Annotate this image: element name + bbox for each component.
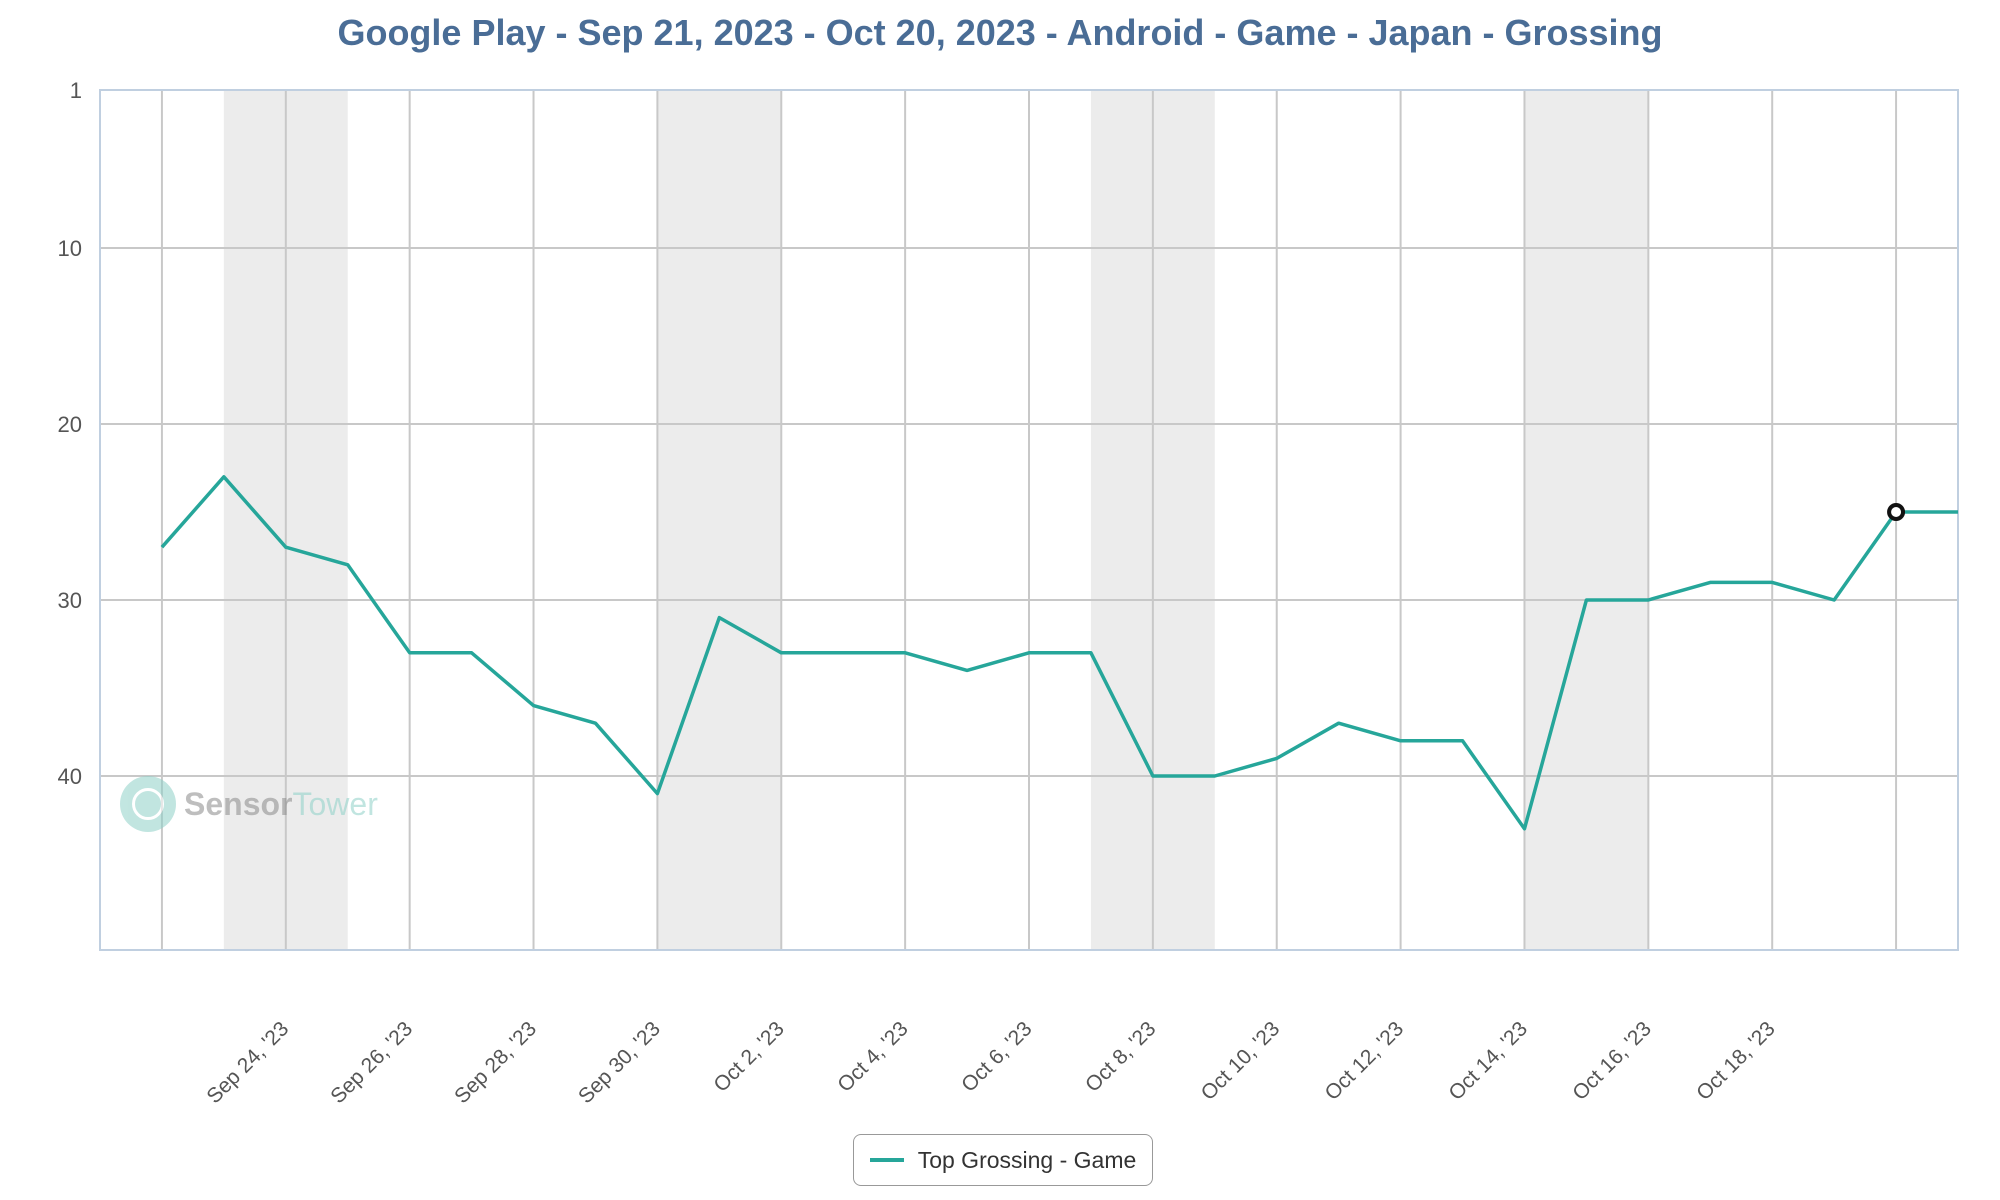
x-tick-label-0: Sep 24, '23: [202, 1017, 293, 1108]
chart-title: Google Play - Sep 21, 2023 - Oct 20, 202…: [337, 12, 1663, 53]
grid-lines: [100, 90, 1958, 950]
y-tick-label-0: 1: [70, 78, 82, 103]
legend-swatch: [869, 1158, 904, 1162]
y-tick-label-1: 10: [58, 236, 82, 261]
x-tick-label-3: Sep 30, '23: [574, 1017, 665, 1108]
data-point: [1026, 650, 1032, 656]
data-point: [1583, 597, 1589, 603]
data-point: [159, 544, 165, 550]
series-layer: [159, 474, 1961, 832]
watermark-text-part2: Tower: [292, 785, 378, 822]
data-point: [221, 474, 227, 480]
sensortower-watermark: SensorTower: [120, 776, 378, 832]
data-point: [1398, 738, 1404, 744]
highlighted-point: [1887, 503, 1906, 521]
data-point: [840, 650, 846, 656]
y-axis-tick-labels: 1 10 20 30 40: [58, 78, 82, 789]
y-tick-label-4: 40: [58, 764, 82, 789]
y-tick-label-3: 30: [58, 588, 82, 613]
data-point: [964, 667, 970, 673]
data-point: [1831, 597, 1837, 603]
data-point: [1460, 738, 1466, 744]
x-tick-label-12: Oct 18, '23: [1692, 1017, 1780, 1105]
data-point: [1336, 720, 1342, 726]
legend[interactable]: Top Grossing - Game: [853, 1134, 1153, 1186]
data-point: [654, 791, 660, 797]
data-point: [1707, 579, 1713, 585]
x-tick-label-11: Oct 16, '23: [1568, 1017, 1656, 1105]
y-tick-label-2: 20: [58, 412, 82, 437]
weekend-band-3: [1524, 90, 1649, 950]
data-point: [1645, 597, 1651, 603]
x-tick-label-9: Oct 12, '23: [1321, 1017, 1409, 1105]
series-line-0: [160, 475, 1958, 831]
x-tick-label-1: Sep 26, '23: [326, 1017, 417, 1108]
data-point: [1955, 509, 1961, 515]
data-point: [1769, 579, 1775, 585]
x-tick-label-10: Oct 14, '23: [1444, 1017, 1532, 1105]
data-point: [1150, 773, 1156, 779]
sensortower-logo-icon: [120, 776, 176, 832]
data-point: [778, 650, 784, 656]
data-point: [1274, 755, 1280, 761]
data-point: [345, 562, 351, 568]
weekend-bands: [223, 90, 1649, 950]
x-tick-label-7: Oct 8, '23: [1081, 1017, 1160, 1096]
x-axis-tick-labels: Sep 24, '23 Sep 26, '23 Sep 28, '23 Sep 30,…: [202, 1017, 1779, 1108]
data-point: [902, 650, 908, 656]
legend-label: Top Grossing - Game: [917, 1146, 1137, 1173]
data-point: [531, 703, 537, 709]
plot-border: [99, 89, 1959, 951]
data-point: [592, 720, 598, 726]
weekend-band-1: [657, 90, 782, 950]
watermark-text-part1: Sensor: [184, 785, 293, 822]
x-tick-label-5: Oct 4, '23: [833, 1017, 912, 1096]
x-tick-label-6: Oct 6, '23: [957, 1017, 1036, 1096]
x-tick-label-2: Sep 28, '23: [450, 1017, 541, 1108]
data-point: [283, 544, 289, 550]
x-tick-label-4: Oct 2, '23: [709, 1017, 788, 1096]
data-point: [1521, 826, 1527, 832]
data-point: [407, 650, 413, 656]
data-point: [1088, 650, 1094, 656]
data-point: [716, 615, 722, 621]
data-point: [469, 650, 475, 656]
x-tick-label-8: Oct 10, '23: [1197, 1017, 1285, 1105]
plot-frame: [99, 89, 1959, 951]
watermark-text: SensorTower: [184, 786, 378, 823]
data-point: [1212, 773, 1218, 779]
